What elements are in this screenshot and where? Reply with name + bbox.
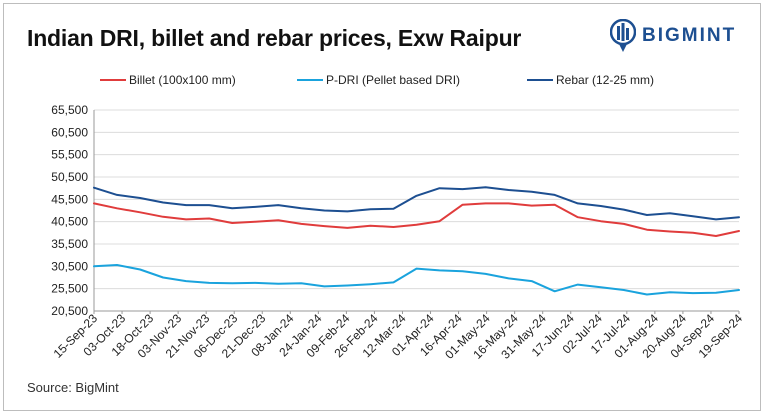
series-line-billet — [93, 202, 740, 237]
legend-label-billet: Billet (100x100 mm) — [129, 73, 236, 87]
y-tick-label: 30,500 — [51, 259, 88, 273]
y-tick-label: 25,500 — [51, 282, 88, 296]
y-tick-label: 50,500 — [51, 170, 88, 184]
brand-mark-icon — [610, 19, 636, 52]
y-tick-label: 40,500 — [51, 215, 88, 229]
series-line-rebar — [93, 186, 740, 221]
chart-gridlines — [94, 109, 739, 290]
y-tick-label: 60,500 — [51, 125, 88, 139]
legend-label-pdri: P-DRI (Pellet based DRI) — [326, 73, 460, 87]
y-axis: 20,500 25,500 30,500 35,500 40,500 45,500 50,5… — [51, 103, 95, 318]
legend-label-rebar: Rebar (12-25 mm) — [556, 73, 654, 87]
y-tick-label: 35,500 — [51, 237, 88, 251]
y-tick-label: 45,500 — [51, 192, 88, 206]
y-tick-label: 65,500 — [51, 103, 88, 117]
source-note: Source: BigMint — [27, 380, 119, 395]
y-tick-label: 20,500 — [51, 304, 88, 318]
brand-name: BIGMINT — [642, 25, 737, 46]
chart-title: Indian DRI, billet and rebar prices, Exw… — [27, 25, 522, 51]
x-axis: 15-Sep-2303-Oct-2318-Oct-2303-Nov-2321-N… — [51, 310, 745, 362]
chart-frame — [3, 3, 761, 411]
chart-legend: Billet (100x100 mm) P-DRI (Pellet based D… — [100, 73, 654, 87]
y-tick-label: 55,500 — [51, 148, 88, 162]
brand-logo: BIGMINT — [610, 18, 736, 54]
series-line-pdri — [93, 264, 740, 296]
chart-series — [93, 186, 740, 296]
